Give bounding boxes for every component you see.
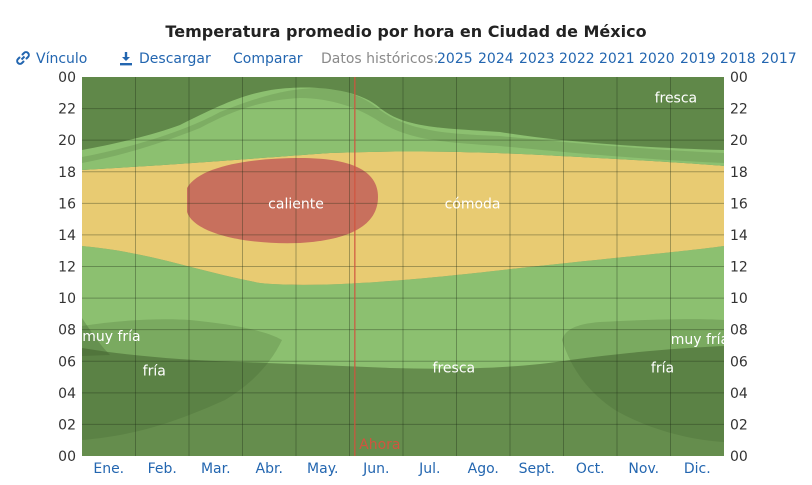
x-tick-label: May. [307, 461, 338, 477]
twilight-overlay-evening [82, 88, 724, 163]
band-label: muy fría [82, 329, 140, 345]
region-labels: fresca caliente cómoda muy fría fría fresca fr… [82, 91, 729, 380]
chart-toolbar: Vínculo Descargar Comparar Datos históri… [0, 51, 812, 71]
y-tick-label: 12 [730, 260, 748, 276]
x-tick-label: Dic. [684, 461, 711, 477]
y-tick-label: 18 [58, 165, 76, 181]
chart-title: Temperatura promedio por hora en Ciudad … [165, 22, 647, 41]
y-tick-label: 00 [730, 449, 748, 465]
link-icon [16, 51, 30, 70]
x-tick-label: Ene. [93, 461, 124, 477]
historical-label: Datos históricos: [321, 51, 439, 67]
grid-lines [82, 77, 724, 456]
y-tick-label: 06 [730, 354, 748, 370]
y-tick-label: 12 [58, 260, 76, 276]
x-tick-label: Ago. [468, 461, 499, 477]
y-tick-label: 02 [58, 417, 76, 433]
y-tick-label: 06 [58, 354, 76, 370]
year-link[interactable]: 2022 [559, 51, 595, 67]
y-tick-label: 18 [730, 165, 748, 181]
year-link[interactable]: 2018 [720, 51, 756, 67]
x-axis: Ene. Feb. Mar. Abr. May. Jun. Jul. Ago. Sept. Oct… [93, 461, 710, 477]
y-tick-label: 22 [730, 102, 748, 118]
link-label: Vínculo [36, 51, 88, 67]
y-tick-label: 08 [730, 323, 748, 339]
year-link[interactable]: 2024 [478, 51, 514, 67]
y-tick-label: 10 [58, 291, 76, 307]
band-caliente [187, 158, 378, 244]
y-axis-left: 00 02 04 06 08 10 12 14 16 18 20 22 00 [58, 70, 76, 465]
y-tick-label: 04 [58, 386, 76, 402]
cold-shadow-left [82, 319, 282, 440]
night-overlay-morning [82, 346, 724, 456]
download-label: Descargar [139, 51, 211, 67]
y-tick-label: 20 [730, 133, 748, 149]
y-tick-label: 14 [58, 228, 76, 244]
y-tick-label: 00 [58, 70, 76, 86]
compare-button[interactable]: Comparar [233, 51, 303, 67]
year-link[interactable]: 2025 [437, 51, 473, 67]
x-tick-label: Jul. [418, 461, 440, 477]
x-tick-label: Jun. [362, 461, 389, 477]
night-overlay-evening [82, 77, 724, 150]
y-tick-label: 14 [730, 228, 748, 244]
plot-area [82, 77, 724, 456]
band-label: muy fría [671, 332, 729, 348]
band-label: caliente [268, 196, 324, 212]
year-link[interactable]: 2023 [519, 51, 555, 67]
x-tick-label: Nov. [628, 461, 659, 477]
band-label: fresca [433, 361, 476, 377]
y-tick-label: 04 [730, 386, 748, 402]
year-link[interactable]: 2017 [761, 51, 797, 67]
y-tick-label: 16 [730, 196, 748, 212]
y-tick-label: 02 [730, 417, 748, 433]
band-label: fría [143, 364, 166, 380]
y-tick-label: 10 [730, 291, 748, 307]
link-button[interactable]: Vínculo [16, 51, 87, 70]
download-icon [119, 51, 133, 70]
x-tick-label: Feb. [148, 461, 177, 477]
band-label: fría [651, 361, 674, 377]
year-link[interactable]: 2020 [639, 51, 675, 67]
cold-shadow-right [562, 319, 724, 442]
y-tick-label: 08 [58, 323, 76, 339]
year-link[interactable]: 2019 [680, 51, 716, 67]
twilight-overlay-morning [82, 318, 110, 356]
y-axis-right: 00 02 04 06 08 10 12 14 16 18 20 22 00 [730, 70, 748, 465]
x-tick-label: Oct. [576, 461, 605, 477]
y-tick-label: 16 [58, 196, 76, 212]
band-label: fresca [655, 91, 698, 107]
band-label: cómoda [445, 196, 501, 212]
x-tick-label: Sept. [519, 461, 555, 477]
y-tick-label: 00 [730, 70, 748, 86]
year-link[interactable]: 2021 [599, 51, 635, 67]
y-tick-label: 20 [58, 133, 76, 149]
download-button[interactable]: Descargar [119, 51, 211, 70]
x-tick-label: Mar. [201, 461, 231, 477]
y-tick-label: 00 [58, 449, 76, 465]
now-label: Ahora [359, 437, 400, 453]
x-tick-label: Abr. [256, 461, 283, 477]
y-tick-label: 22 [58, 102, 76, 118]
